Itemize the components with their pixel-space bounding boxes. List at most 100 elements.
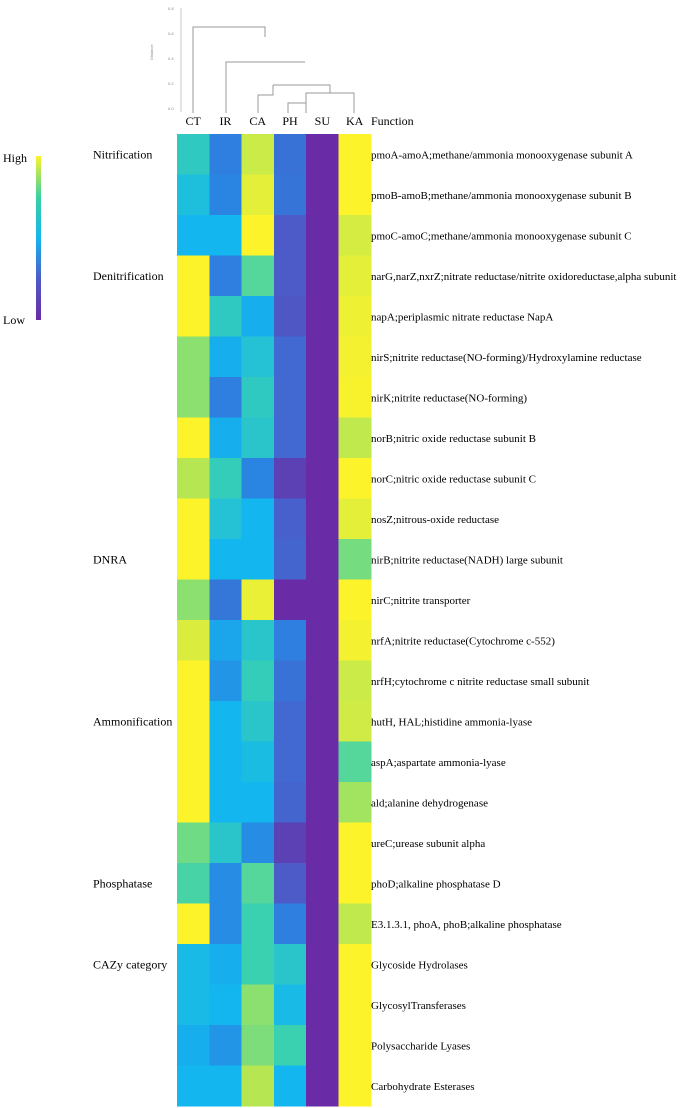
function-label: hutH, HAL;histidine ammonia-lyase: [371, 716, 532, 728]
function-label: ureC;urease subunit alpha: [371, 838, 485, 850]
heatmap-cell: [177, 701, 210, 743]
heatmap-cell: [241, 741, 275, 783]
heatmap-cell: [306, 377, 340, 419]
heatmap-cell: [209, 863, 243, 905]
heatmap-cell: [306, 620, 340, 662]
heatmap-cell: [338, 255, 372, 297]
heatmap-cell: [306, 903, 340, 945]
function-labels: pmoA-amoA;methane/ammonia monooxygenase …: [371, 149, 676, 1093]
column-headers: CT IR CA PH SU KA: [185, 114, 363, 128]
heatmap-cell: [177, 215, 210, 257]
heatmap-cell: [241, 620, 275, 662]
heatmap-cell: [241, 944, 275, 986]
heatmap-cell: [241, 579, 275, 621]
heatmap-cell: [338, 215, 372, 257]
heatmap-cell: [209, 984, 243, 1026]
heatmap-cell: [273, 1065, 307, 1107]
column-label: SU: [315, 114, 331, 128]
heatmap-cell: [338, 620, 372, 662]
heatmap-cell: [338, 498, 372, 540]
function-label: nrfA;nitrite reductase(Cytochrome c-552): [371, 635, 555, 647]
heatmap-cell: [209, 620, 243, 662]
heatmap-cell: [177, 296, 210, 338]
function-label: norB;nitric oxide reductase subunit B: [371, 433, 536, 445]
heatmap-cell: [177, 134, 210, 176]
heatmap-cell: [241, 174, 275, 216]
heatmap-cell: [241, 296, 275, 338]
heatmap-cell: [177, 458, 210, 500]
heatmap-cell: [338, 134, 372, 176]
heatmap-cell: [306, 336, 340, 378]
heatmap-cell: [273, 255, 307, 297]
heatmap-cell: [306, 498, 340, 540]
column-label: CA: [249, 114, 266, 128]
heatmap-cell: [241, 1025, 275, 1067]
heatmap-cell: [241, 134, 275, 176]
heatmap-cell: [241, 782, 275, 824]
heatmap-cell: [241, 701, 275, 743]
heatmap-cell: [241, 863, 275, 905]
heatmap-cell: [177, 903, 210, 945]
heatmap-cell: [273, 377, 307, 419]
dendrogram-branch-ka: [273, 84, 355, 113]
dendrogram-axis-ticks: 0.8 0.6 0.4 0.2 0.0 Distance: [149, 6, 174, 111]
heatmap-cell: [241, 255, 275, 297]
column-label: KA: [346, 114, 364, 128]
heatmap-cell: [209, 741, 243, 783]
function-label: pmoC-amoC;methane/ammonia monooxygenase …: [371, 230, 632, 242]
heatmap-cell: [338, 741, 372, 783]
heatmap-cell: [306, 579, 340, 621]
heatmap-cell: [241, 822, 275, 864]
heatmap-cell: [273, 984, 307, 1026]
heatmap-cell: [306, 944, 340, 986]
heatmap-cell: [338, 296, 372, 338]
heatmap-cell: [177, 620, 210, 662]
heatmap-cell: [273, 458, 307, 500]
heatmap-cell: [338, 458, 372, 500]
heatmap-cell: [209, 255, 243, 297]
heatmap-cell: [273, 296, 307, 338]
heatmap-cell: [338, 822, 372, 864]
heatmap-cell: [338, 579, 372, 621]
function-label: norC;nitric oxide reductase subunit C: [371, 473, 536, 485]
heatmap-cell: [338, 984, 372, 1026]
heatmap-cell: [241, 417, 275, 459]
function-label: nirB;nitrite reductase(NADH) large subun…: [371, 554, 563, 566]
heatmap-cell: [338, 782, 372, 824]
heatmap-cell: [177, 984, 210, 1026]
heatmap-cell: [241, 458, 275, 500]
heatmap-cell: [209, 174, 243, 216]
color-legend: High Low: [3, 151, 41, 327]
heatmap-cell: [241, 377, 275, 419]
heatmap-cell: [177, 498, 210, 540]
heatmap-cell: [177, 782, 210, 824]
category-label: CAZy category: [93, 957, 167, 971]
heatmap-cell: [177, 417, 210, 459]
function-label: phoD;alkaline phosphatase D: [371, 878, 501, 890]
heatmap-cell: [338, 944, 372, 986]
heatmap-cell: [177, 539, 210, 581]
dendrogram-tick: 0.0: [168, 106, 174, 111]
heatmap-cell: [273, 701, 307, 743]
heatmap-cell: [306, 782, 340, 824]
heatmap-cell: [177, 1065, 210, 1107]
function-label: narG,narZ,nxrZ;nitrate reductase/nitrite…: [371, 271, 676, 283]
heatmap-cell: [306, 458, 340, 500]
heatmap-cell: [209, 498, 243, 540]
heatmap-cell: [273, 539, 307, 581]
heatmap-cell: [273, 903, 307, 945]
heatmap-cell: [273, 822, 307, 864]
heatmap-cell: [273, 579, 307, 621]
heatmap-cell: [338, 863, 372, 905]
heatmap-cell: [209, 903, 243, 945]
heatmap-cell: [177, 660, 210, 702]
heatmap-cell: [177, 579, 210, 621]
heatmap-cell: [209, 579, 243, 621]
function-header: Function: [371, 114, 414, 128]
heatmap-cell: [209, 1065, 243, 1107]
heatmap-cell: [177, 1025, 210, 1067]
heatmap-cell: [306, 134, 340, 176]
legend-high-label: High: [3, 151, 27, 165]
function-label: Carbohydrate Esterases: [371, 1081, 475, 1093]
category-label: Ammonification: [93, 714, 172, 728]
